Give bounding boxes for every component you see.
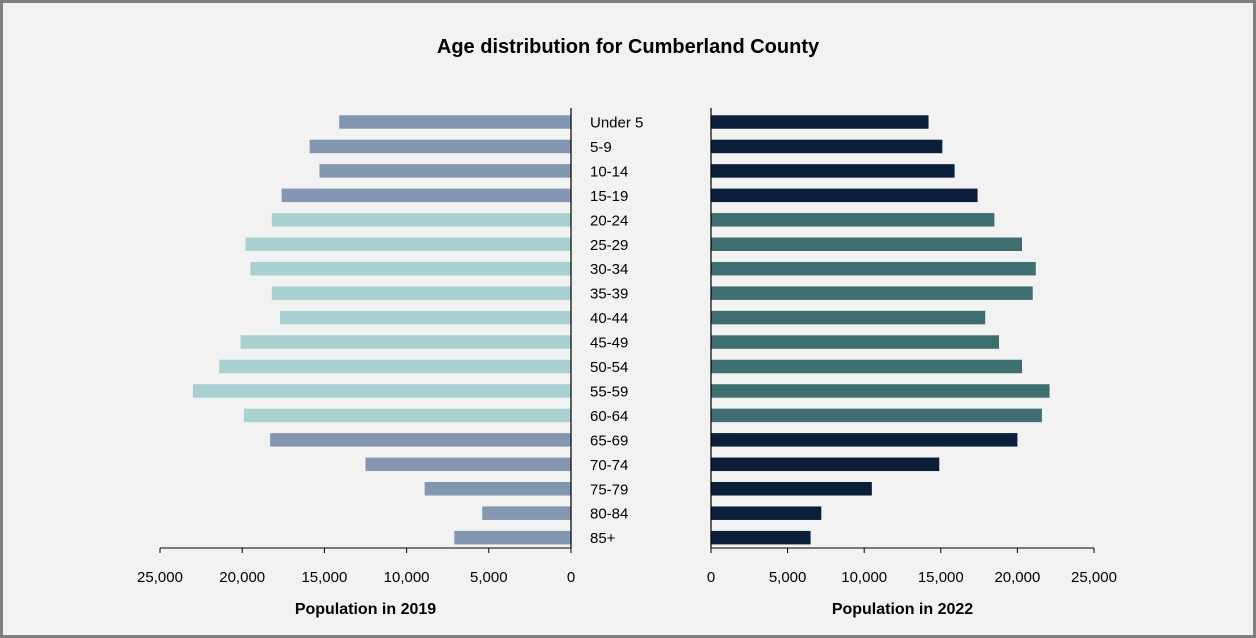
bar-2019-60-64 (243, 408, 571, 423)
bar-2019-30-34 (250, 261, 572, 276)
bar-2019-35-39 (271, 286, 571, 300)
bar-2022-50-54 (711, 359, 1022, 374)
bar-2022-85+ (711, 530, 811, 545)
bar-2022-40-44 (711, 310, 986, 325)
bar-2022-60-64 (711, 408, 1042, 423)
x-axis-title-2019: Population in 2019 (295, 601, 436, 618)
bar-2019-50-54 (219, 359, 571, 374)
x-tick-label-2022: 10,000 (841, 569, 887, 586)
x-tick-label-2022: 0 (707, 569, 715, 586)
age-group-label: 15-19 (590, 188, 628, 205)
x-tick-label-2019: 5,000 (470, 569, 508, 586)
x-axis-title-2022: Population in 2022 (832, 601, 973, 618)
bar-2019-45-49 (240, 335, 571, 349)
bar-2019-15-19 (281, 188, 571, 203)
age-group-label: 65-69 (590, 432, 628, 449)
age-group-labels: Under 5 5-9 10-14 15-19 20-24 25-29 30-34 35-39… (590, 115, 643, 548)
bar-2022-25-29 (711, 237, 1022, 251)
age-group-label: 80-84 (590, 506, 628, 523)
x-tick-label-2022: 25,000 (1071, 569, 1117, 586)
age-group-label: 60-64 (590, 408, 628, 425)
bar-2022-35-39 (711, 286, 1033, 300)
age-group-label: 35-39 (590, 286, 628, 303)
bar-2022-20-24 (711, 213, 995, 227)
right-panel-2022: 0 5,000 10,000 15,000 20,000 25,000 Population… (707, 108, 1117, 618)
bar-2022-75-79 (711, 482, 872, 496)
bar-2019-55-59 (192, 384, 571, 398)
age-group-label: 25-29 (590, 237, 628, 254)
age-group-label: 45-49 (590, 335, 628, 352)
bar-2022-5-9 (711, 139, 943, 154)
chart-title: Age distribution for Cumberland County (437, 36, 820, 58)
bar-2019-10-14 (319, 164, 571, 178)
bar-2022-15-19 (711, 188, 978, 203)
age-group-label: 10-14 (590, 163, 628, 180)
x-tick-label-2022: 15,000 (918, 569, 964, 586)
bar-2019-40-44 (280, 310, 571, 325)
left-panel-2019: 25,000 20,000 15,000 10,000 5,000 0 Population… (137, 108, 575, 618)
x-tick-label-2022: 20,000 (994, 569, 1040, 586)
age-group-label: 5-9 (590, 139, 612, 156)
x-tick-label-2022: 5,000 (769, 569, 807, 586)
bar-2019-85+ (454, 530, 571, 545)
bar-2019-65-69 (270, 433, 571, 447)
age-group-label: 55-59 (590, 383, 628, 400)
bar-2022-65-69 (711, 433, 1018, 447)
x-tick-label-2019: 0 (567, 569, 575, 586)
x-tick-label-2019: 20,000 (219, 569, 265, 586)
age-group-label: 85+ (590, 530, 616, 547)
age-group-label: 75-79 (590, 481, 628, 498)
bar-2019-75-79 (424, 482, 571, 496)
bar-2022-under-5 (711, 115, 929, 129)
bar-2022-55-59 (711, 384, 1050, 398)
bar-2019-under-5 (339, 115, 571, 129)
x-tick-label-2019: 25,000 (137, 569, 183, 586)
x-tick-label-2019: 15,000 (301, 569, 347, 586)
bar-2019-20-24 (271, 213, 571, 227)
age-group-label: Under 5 (590, 115, 643, 132)
bar-2022-70-74 (711, 457, 940, 472)
bar-2019-5-9 (309, 139, 571, 154)
x-tick-label-2019: 10,000 (384, 569, 430, 586)
bar-2022-30-34 (711, 261, 1036, 276)
age-group-label: 30-34 (590, 261, 628, 278)
bar-2022-10-14 (711, 164, 955, 178)
bar-2019-25-29 (245, 237, 571, 251)
age-group-label: 70-74 (590, 457, 628, 474)
age-group-label: 50-54 (590, 359, 628, 376)
bar-2022-45-49 (711, 335, 1000, 349)
age-group-label: 40-44 (590, 310, 628, 327)
bar-2019-80-84 (482, 506, 571, 520)
bar-2019-70-74 (365, 457, 571, 472)
age-group-label: 20-24 (590, 212, 628, 229)
bar-2022-80-84 (711, 506, 822, 520)
